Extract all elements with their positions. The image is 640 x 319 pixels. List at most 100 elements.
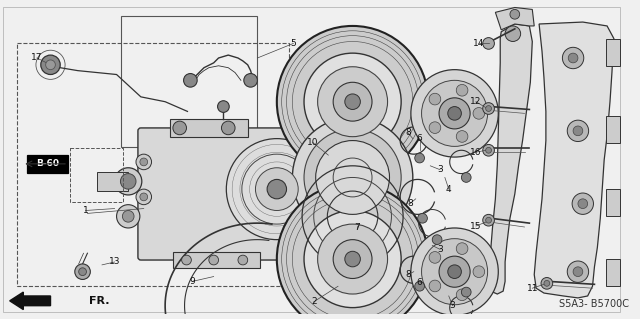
Circle shape xyxy=(116,205,140,228)
Circle shape xyxy=(456,85,468,96)
Text: B-60: B-60 xyxy=(36,160,59,168)
Circle shape xyxy=(136,189,152,205)
Text: 3: 3 xyxy=(437,165,443,174)
Text: 15: 15 xyxy=(470,221,482,231)
Circle shape xyxy=(486,217,492,223)
Circle shape xyxy=(473,266,484,278)
Circle shape xyxy=(456,243,468,255)
Circle shape xyxy=(136,154,152,170)
Circle shape xyxy=(140,158,148,166)
Circle shape xyxy=(182,255,191,265)
Text: S5A3- B5700C: S5A3- B5700C xyxy=(559,299,628,309)
Polygon shape xyxy=(534,22,614,298)
Circle shape xyxy=(45,60,56,70)
Circle shape xyxy=(316,141,390,214)
Text: 16: 16 xyxy=(470,148,482,157)
Circle shape xyxy=(120,174,136,189)
Circle shape xyxy=(573,267,583,277)
Circle shape xyxy=(483,103,495,114)
Circle shape xyxy=(563,47,584,69)
Text: 8: 8 xyxy=(407,199,413,208)
Circle shape xyxy=(429,252,441,263)
Circle shape xyxy=(115,168,142,195)
Text: 4: 4 xyxy=(446,185,452,194)
Circle shape xyxy=(461,287,471,297)
Text: 3: 3 xyxy=(450,301,456,310)
Circle shape xyxy=(277,183,428,319)
Circle shape xyxy=(483,145,495,156)
Bar xyxy=(606,116,620,144)
Bar xyxy=(173,252,260,268)
Circle shape xyxy=(415,281,424,291)
Circle shape xyxy=(544,280,550,286)
Circle shape xyxy=(572,193,593,214)
Text: 17: 17 xyxy=(31,54,43,63)
Text: FR.: FR. xyxy=(90,296,110,306)
Text: 7: 7 xyxy=(355,224,360,233)
Circle shape xyxy=(573,126,583,136)
Text: 8: 8 xyxy=(405,270,411,279)
Text: 2: 2 xyxy=(311,297,317,306)
Circle shape xyxy=(567,261,589,282)
Circle shape xyxy=(483,38,495,49)
Polygon shape xyxy=(495,7,534,30)
Circle shape xyxy=(140,193,148,201)
Text: 11: 11 xyxy=(527,284,538,293)
Circle shape xyxy=(317,224,388,294)
Circle shape xyxy=(486,147,492,153)
Circle shape xyxy=(218,101,229,112)
Circle shape xyxy=(75,264,90,279)
Text: 1: 1 xyxy=(83,206,88,215)
Bar xyxy=(122,16,257,147)
Circle shape xyxy=(448,265,461,278)
Circle shape xyxy=(292,117,413,238)
Circle shape xyxy=(345,251,360,267)
Circle shape xyxy=(473,108,484,119)
Circle shape xyxy=(486,106,492,111)
Circle shape xyxy=(432,235,442,244)
Circle shape xyxy=(422,80,488,146)
Text: 8: 8 xyxy=(405,128,411,137)
Circle shape xyxy=(411,70,499,157)
Circle shape xyxy=(304,53,401,150)
Bar xyxy=(606,259,620,286)
Circle shape xyxy=(209,255,218,265)
Circle shape xyxy=(456,130,468,142)
Circle shape xyxy=(411,228,499,315)
Circle shape xyxy=(238,255,248,265)
Circle shape xyxy=(429,93,441,105)
Circle shape xyxy=(79,268,86,276)
Bar xyxy=(17,43,289,286)
Circle shape xyxy=(448,107,461,120)
Bar xyxy=(70,148,124,202)
Circle shape xyxy=(422,239,488,305)
Text: 6: 6 xyxy=(417,134,422,143)
Circle shape xyxy=(567,120,589,142)
Circle shape xyxy=(41,55,60,75)
Circle shape xyxy=(456,289,468,300)
Polygon shape xyxy=(488,24,532,294)
Circle shape xyxy=(221,121,235,135)
Circle shape xyxy=(578,199,588,209)
FancyBboxPatch shape xyxy=(138,128,294,260)
Circle shape xyxy=(418,213,428,223)
Circle shape xyxy=(510,10,520,19)
Circle shape xyxy=(267,179,287,199)
Text: 6: 6 xyxy=(417,278,422,287)
Circle shape xyxy=(461,173,471,182)
Circle shape xyxy=(255,168,298,211)
Text: 9: 9 xyxy=(189,277,195,286)
Circle shape xyxy=(227,139,327,240)
Bar xyxy=(97,172,128,191)
Circle shape xyxy=(122,211,134,222)
Circle shape xyxy=(244,74,257,87)
Circle shape xyxy=(277,26,428,177)
Circle shape xyxy=(541,278,553,289)
Text: 14: 14 xyxy=(473,39,484,48)
Text: 12: 12 xyxy=(470,97,482,106)
Circle shape xyxy=(505,26,520,41)
Circle shape xyxy=(345,94,360,109)
Circle shape xyxy=(173,121,186,135)
Circle shape xyxy=(184,74,197,87)
Circle shape xyxy=(304,129,401,226)
